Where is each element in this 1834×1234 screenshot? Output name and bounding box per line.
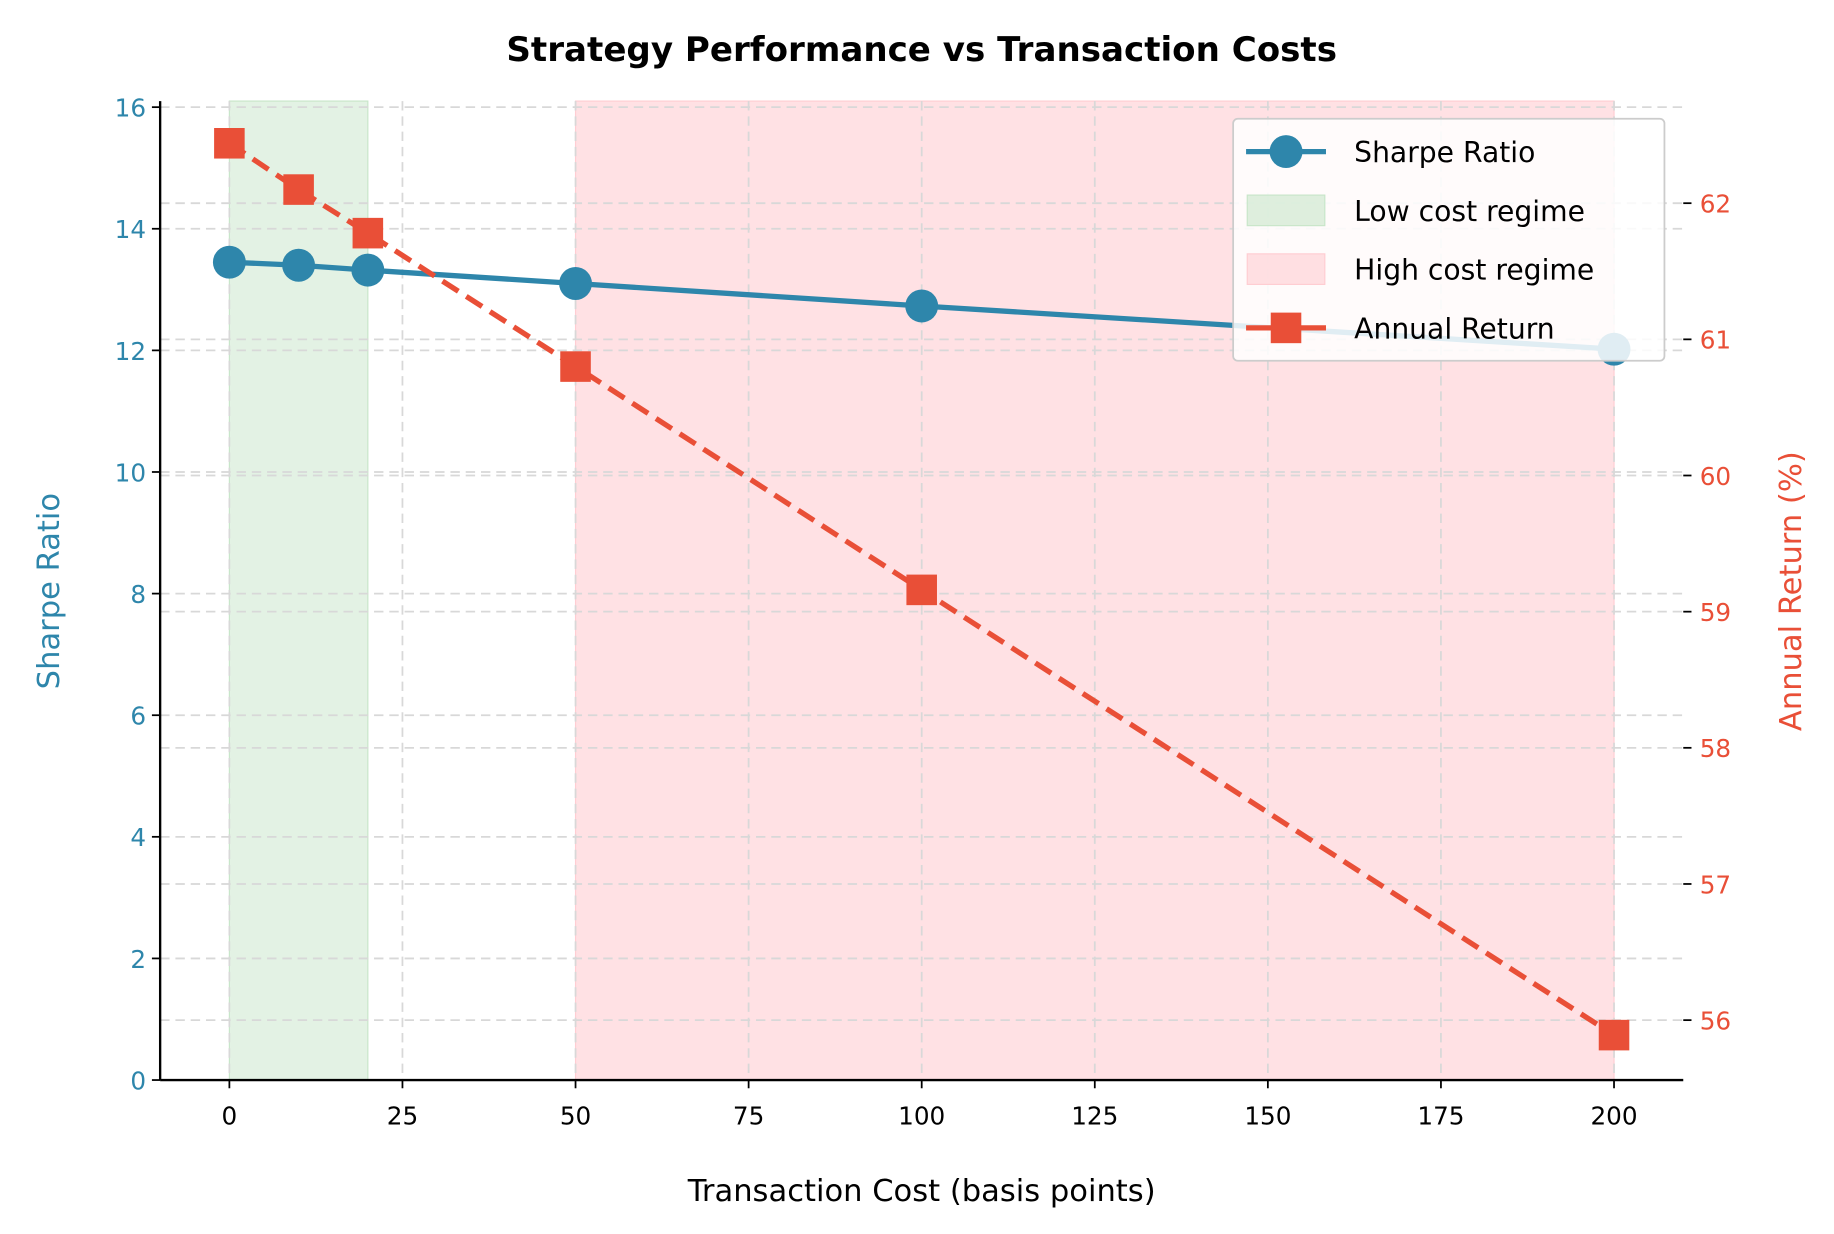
x-tick-label: 75: [733, 1102, 764, 1131]
annual-return-point: [214, 128, 245, 159]
legend-swatch-marker: [1270, 312, 1302, 344]
annual-return-point: [1598, 1019, 1630, 1051]
x-tick-label: 200: [1590, 1102, 1637, 1131]
chart-title: Strategy Performance vs Transaction Cost…: [506, 30, 1337, 70]
y2-tick-label: 59: [1700, 598, 1731, 627]
y-tick-label: 0: [130, 1066, 146, 1095]
legend-swatch-marker: [1269, 135, 1303, 169]
y-axis-label: Sharpe Ratio: [32, 493, 67, 689]
annual-return-point: [352, 217, 384, 249]
annual-return-point: [906, 574, 937, 606]
y-tick-label: 2: [130, 945, 146, 974]
x-tick-label: 50: [560, 1102, 591, 1131]
x-tick-label: 125: [1071, 1102, 1118, 1131]
span-low-cost: [228, 100, 369, 1081]
legend-box: [1232, 117, 1666, 362]
sharpe-ratio-point: [351, 253, 385, 287]
y-tick-label: 16: [115, 94, 146, 123]
legend-label: Sharpe Ratio: [1354, 136, 1535, 169]
y2-axis-label: Annual Return (%): [1774, 451, 1809, 731]
y-tick-label: 6: [130, 702, 146, 731]
legend-label: Annual Return: [1354, 312, 1554, 345]
y-tick-label: 14: [115, 215, 146, 244]
annual-return-point: [283, 174, 314, 205]
y2-tick-label: 62: [1700, 190, 1731, 219]
x-tick-label: 150: [1244, 1102, 1291, 1131]
x-tick-label: 175: [1417, 1102, 1464, 1131]
legend-swatch-patch: [1246, 253, 1326, 285]
x-tick-label: 25: [387, 1102, 418, 1131]
x-tick-label: 100: [898, 1102, 945, 1131]
legend-swatch-patch: [1246, 194, 1326, 227]
y2-tick-label: 61: [1700, 326, 1731, 355]
sharpe-ratio-point: [282, 248, 316, 282]
y2-tick-label: 56: [1700, 1007, 1731, 1036]
y2-tick-label: 58: [1700, 734, 1731, 763]
y2-tick-label: 57: [1700, 870, 1731, 899]
y-tick-label: 10: [115, 458, 146, 487]
sharpe-ratio-point: [212, 245, 246, 279]
x-tick-label: 0: [222, 1102, 238, 1131]
y-tick-label: 12: [115, 337, 146, 366]
y2-tick-label: 60: [1700, 462, 1731, 491]
annual-return-point: [560, 351, 591, 382]
legend-label: Low cost regime: [1354, 195, 1585, 228]
sharpe-ratio-point: [905, 289, 939, 323]
legend-label: High cost regime: [1354, 254, 1594, 287]
sharpe-ratio-point: [559, 267, 592, 300]
y-tick-label: 4: [130, 823, 146, 852]
x-axis-label: Transaction Cost (basis points): [687, 1174, 1156, 1209]
y-tick-label: 8: [130, 580, 146, 609]
